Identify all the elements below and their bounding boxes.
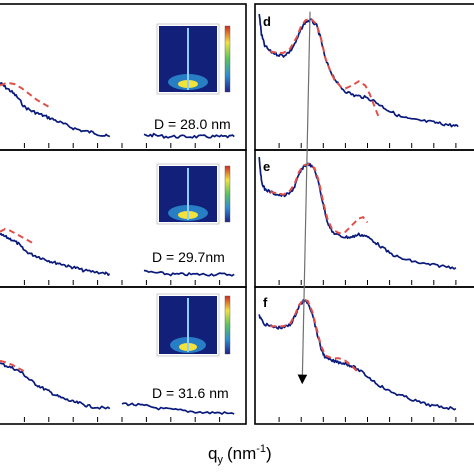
fit-curve-panel-1 [0, 228, 35, 245]
x-axis-label-unit: (nm [227, 444, 256, 463]
peak-shift-arrow [297, 11, 311, 385]
panel-left-0: D = 28.0 nm [0, 3, 247, 151]
inset-colorbar [224, 25, 231, 93]
data-series-panel-0-segment-1 [143, 132, 235, 139]
annotation-D: D = 28.0 nm [154, 116, 231, 132]
panel-frame [254, 286, 474, 425]
panel-frame [0, 286, 247, 425]
panel-left-1: D = 29.7nm [0, 149, 247, 288]
data-series-panel-4-segment-0 [258, 156, 457, 270]
data-series-panel-0-segment-0 [0, 82, 111, 138]
fit-curve-panel-0 [0, 81, 50, 108]
tick-layer [23, 143, 457, 422]
inset-colormap [156, 293, 231, 357]
inset-colormap [156, 23, 231, 95]
inset-colormap [156, 163, 231, 225]
inset-colorbar [224, 165, 231, 223]
inset-beamline [187, 168, 189, 220]
fit-curve-panel-4 [270, 162, 369, 235]
annotation-D: D = 31.6 nm [152, 385, 229, 401]
fit-curve-panel-5 [270, 298, 360, 374]
data-series-panel-3-segment-0 [258, 13, 459, 128]
x-axis-label-unit-sup: -1 [256, 443, 266, 455]
panel-label: d [263, 14, 271, 29]
x-axis-label-unit-end: ) [266, 444, 272, 463]
panel-right-0: d [254, 3, 474, 151]
data-series-panel-5-segment-0 [258, 299, 457, 411]
panel-frame [254, 3, 474, 151]
panel-label: f [263, 295, 268, 310]
data-series-panel-1-segment-0 [0, 232, 110, 276]
fit-curve-panel-2 [0, 359, 25, 373]
data-series-panel-1-segment-1 [143, 269, 235, 277]
data-series-panel-2-segment-1 [121, 402, 235, 415]
panel-left-2: D = 31.6 nm [0, 286, 247, 425]
panel-right-2: f [254, 286, 474, 425]
data-series-panel-2-segment-0 [0, 362, 111, 410]
x-axis-label: qy (nm-1) [208, 443, 272, 466]
annotation-D: D = 29.7nm [152, 249, 225, 265]
x-axis-label-q: q [208, 444, 217, 463]
inset-beamline [187, 28, 189, 90]
panel-label: e [263, 159, 270, 174]
inset-colorbar [224, 295, 231, 355]
inset-beamline [187, 298, 189, 352]
series-layer [0, 11, 459, 415]
fit-curve-panel-3 [270, 17, 380, 118]
x-axis-label-sub: y [217, 454, 223, 466]
